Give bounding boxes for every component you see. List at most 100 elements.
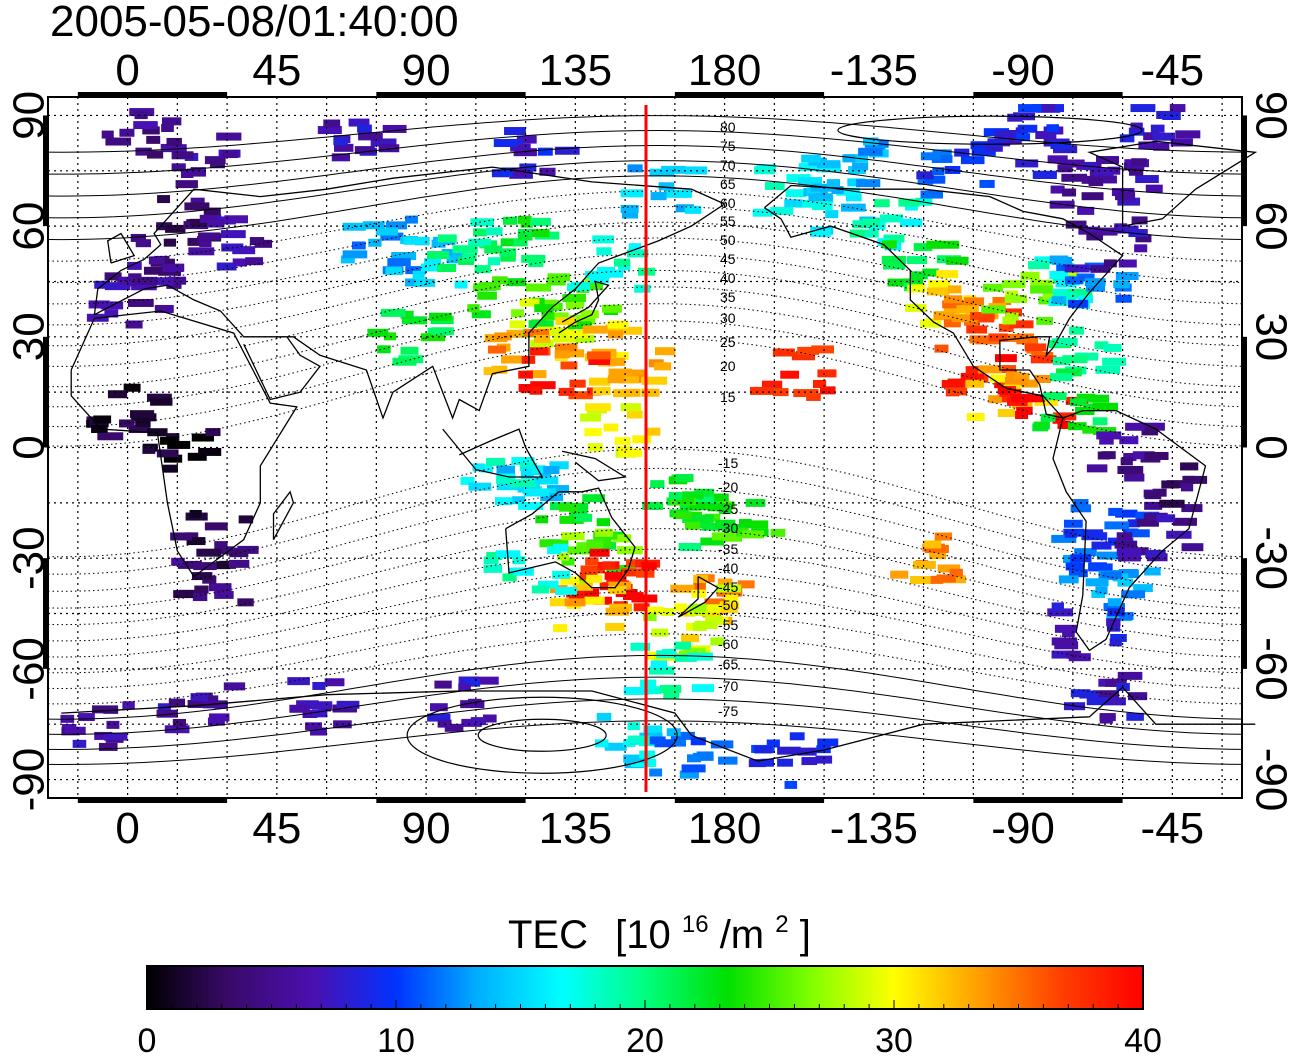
tec-cell bbox=[387, 258, 411, 267]
tec-cell bbox=[700, 608, 720, 617]
tec-cell bbox=[584, 428, 602, 437]
tec-cell bbox=[613, 351, 629, 360]
tec-cell bbox=[569, 334, 595, 343]
tec-cell bbox=[633, 603, 650, 612]
tec-cell bbox=[135, 239, 152, 248]
tec-cell bbox=[1005, 371, 1022, 380]
tec-cell bbox=[219, 560, 236, 569]
top-longitude-label: -135 bbox=[830, 46, 918, 95]
tec-cell bbox=[587, 351, 611, 360]
tec-cell bbox=[1046, 124, 1059, 133]
tec-cell bbox=[493, 139, 518, 148]
coastline bbox=[272, 490, 295, 541]
tec-cell bbox=[1078, 295, 1094, 304]
frame-tick-bar bbox=[43, 336, 48, 448]
tec-cell bbox=[1014, 372, 1030, 381]
right-latitude-label: 60 bbox=[1246, 202, 1292, 251]
tec-cell bbox=[936, 270, 959, 279]
tec-cell bbox=[693, 575, 709, 584]
tec-cell bbox=[618, 449, 643, 458]
tec-cell bbox=[784, 199, 803, 208]
tec-cell bbox=[555, 317, 577, 326]
tec-cell bbox=[160, 436, 179, 445]
tec-cell bbox=[521, 254, 546, 263]
tec-cell bbox=[770, 206, 794, 215]
tec-cell bbox=[1170, 138, 1193, 147]
tec-cell bbox=[704, 598, 730, 607]
tec-cell bbox=[922, 268, 939, 277]
tec-cell bbox=[561, 532, 585, 541]
tec-cell bbox=[1051, 296, 1067, 305]
tec-cell bbox=[510, 479, 537, 488]
tec-cell bbox=[674, 653, 697, 662]
tec-cell bbox=[198, 447, 222, 456]
magnetic-contour bbox=[47, 190, 1243, 262]
tec-cell bbox=[596, 712, 612, 721]
frame-tick-bar bbox=[43, 558, 48, 669]
tec-cell bbox=[496, 482, 519, 491]
tec-cell bbox=[1093, 167, 1114, 176]
contour-label: 50 bbox=[720, 232, 736, 248]
tec-cell bbox=[166, 137, 182, 146]
tec-cell bbox=[1102, 357, 1127, 366]
tec-cell bbox=[901, 278, 924, 287]
tec-cell bbox=[287, 677, 310, 686]
tec-cell bbox=[1099, 436, 1114, 445]
tec-cell bbox=[177, 560, 202, 569]
tec-cell bbox=[545, 327, 567, 336]
tec-cell bbox=[928, 279, 951, 288]
tec-cell bbox=[1136, 518, 1159, 527]
tec-cell bbox=[596, 247, 612, 256]
tec-cell bbox=[431, 327, 454, 336]
tec-cell bbox=[1181, 504, 1203, 513]
tec-cell bbox=[549, 461, 569, 470]
tec-cell bbox=[1145, 184, 1163, 193]
frame-tick-bar bbox=[973, 798, 1123, 803]
tec-cell bbox=[530, 381, 556, 390]
tec-cell bbox=[188, 247, 215, 256]
contour-label: -15 bbox=[718, 455, 738, 471]
tec-cell bbox=[879, 214, 904, 223]
tec-cell bbox=[656, 650, 677, 659]
tec-cell bbox=[531, 585, 550, 594]
tec-cell bbox=[1030, 279, 1053, 288]
tec-cell bbox=[538, 299, 560, 308]
tec-cell bbox=[88, 300, 110, 309]
tec-cell bbox=[760, 758, 774, 767]
tec-cell bbox=[689, 502, 711, 511]
tec-cell bbox=[1091, 541, 1112, 550]
tec-cell bbox=[474, 265, 491, 274]
tec-cell bbox=[931, 154, 953, 163]
tec-cell bbox=[470, 218, 494, 227]
tec-cell bbox=[585, 403, 611, 412]
tec-cell bbox=[512, 556, 526, 565]
frame-tick-bar bbox=[77, 798, 228, 803]
tec-patch bbox=[965, 365, 1058, 421]
tec-cell bbox=[519, 298, 540, 307]
tec-cell bbox=[150, 397, 173, 406]
tec-cell bbox=[128, 425, 151, 434]
tec-cell bbox=[715, 519, 736, 528]
tec-cell bbox=[1034, 256, 1059, 265]
tec-cell bbox=[582, 494, 606, 503]
tec-cell bbox=[641, 388, 660, 397]
tec-cell bbox=[1064, 276, 1084, 285]
tec-cell bbox=[1049, 255, 1069, 264]
tec-patch bbox=[1048, 326, 1127, 382]
tec-cell bbox=[1145, 549, 1166, 558]
magnetic-contour bbox=[47, 507, 1243, 609]
coastline bbox=[505, 487, 636, 589]
tec-patch bbox=[642, 474, 715, 530]
tec-cell bbox=[659, 684, 682, 693]
tec-cell bbox=[486, 457, 506, 466]
tec-cell bbox=[808, 193, 833, 202]
tec-cell bbox=[173, 590, 194, 599]
tec-cell bbox=[538, 580, 559, 589]
tec-cell bbox=[557, 552, 570, 561]
tec-cell bbox=[558, 503, 578, 512]
tec-cell bbox=[644, 606, 664, 615]
bottom-longitude-label: -45 bbox=[1141, 804, 1205, 853]
frame-tick-bar bbox=[376, 92, 526, 97]
tec-cell bbox=[224, 215, 249, 224]
tec-cell bbox=[509, 320, 526, 329]
